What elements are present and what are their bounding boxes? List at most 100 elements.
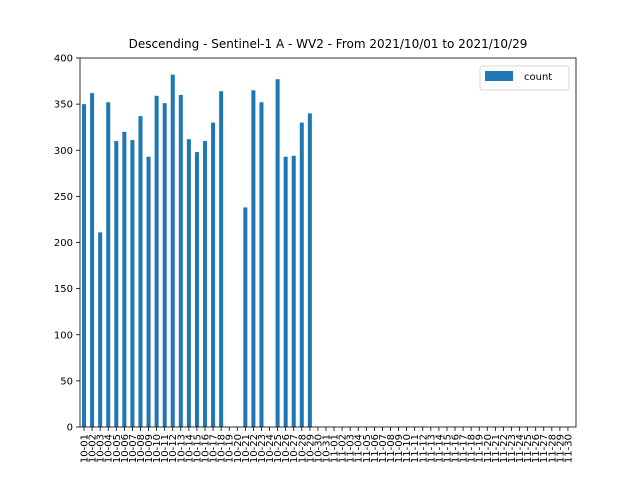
x-tick-label: 10-30: [313, 434, 324, 463]
x-tick-label: 11-21: [491, 434, 502, 463]
bar-10-27: [291, 155, 296, 428]
x-tick-label: 11-28: [547, 434, 558, 463]
x-tick-label: 10-09: [144, 434, 155, 463]
x-tick-label: 11-26: [531, 434, 542, 463]
x-tick-label: 10-11: [160, 434, 171, 463]
bars-group: [82, 74, 312, 428]
x-tick-label: 11-04: [354, 434, 365, 463]
x-tick-label: 11-29: [555, 434, 566, 463]
x-tick-label: 11-01: [330, 434, 341, 463]
legend: count: [479, 65, 570, 91]
bar-10-10: [154, 95, 159, 427]
y-tick-label: 0: [67, 423, 73, 434]
x-tick-label: 11-05: [362, 434, 373, 463]
x-tick-label: 10-02: [88, 434, 99, 463]
bar-10-14: [186, 139, 191, 427]
bar-10-01: [82, 104, 87, 428]
y-tick-label: 300: [54, 146, 73, 157]
bar-10-17: [211, 122, 216, 427]
x-tick-label: 11-20: [483, 434, 494, 463]
bar-10-05: [114, 141, 119, 427]
x-tick-label: 11-07: [378, 434, 389, 463]
x-tick-label: 11-25: [523, 434, 534, 463]
bar-10-29: [307, 113, 312, 427]
y-tick-label: 400: [54, 54, 73, 65]
bar-10-22: [251, 90, 256, 427]
x-tick-label: 10-27: [289, 434, 300, 463]
x-tick-label: 10-18: [217, 434, 228, 463]
bar-10-07: [130, 140, 135, 427]
x-tick-label: 10-10: [152, 434, 163, 463]
x-tick-label: 11-15: [442, 434, 453, 463]
bar-10-11: [162, 103, 167, 427]
x-tick-label: 10-14: [184, 434, 195, 463]
x-axis: 10-0110-0210-0310-0410-0510-0610-0710-08…: [80, 427, 574, 463]
x-tick-label: 10-01: [80, 434, 91, 463]
x-tick-label: 11-10: [402, 434, 413, 463]
legend-label: count: [524, 72, 552, 83]
x-tick-label: 11-03: [346, 434, 357, 463]
x-tick-label: 10-03: [96, 434, 107, 463]
x-tick-label: 10-24: [265, 434, 276, 463]
x-tick-label: 10-04: [104, 434, 115, 463]
y-tick-label: 200: [54, 238, 73, 249]
x-tick-label: 11-08: [386, 434, 397, 463]
bar-10-13: [178, 94, 183, 428]
x-tick-label: 10-31: [321, 434, 332, 463]
x-tick-label: 10-29: [305, 434, 316, 463]
x-tick-label: 10-05: [112, 434, 123, 463]
x-tick-label: 11-02: [338, 434, 349, 463]
x-tick-label: 10-17: [209, 434, 220, 463]
bar-10-12: [170, 74, 175, 428]
x-tick-label: 10-21: [241, 434, 252, 463]
bar-10-23: [259, 102, 264, 427]
x-tick-label: 10-22: [249, 434, 260, 463]
x-tick-label: 10-08: [136, 434, 147, 463]
x-tick-label: 11-30: [563, 434, 574, 463]
bar-10-26: [283, 156, 288, 427]
bar-10-08: [138, 116, 143, 428]
x-tick-label: 11-23: [507, 434, 518, 463]
x-tick-label: 10-23: [257, 434, 268, 463]
legend-swatch: [485, 71, 513, 81]
bar-10-02: [90, 93, 95, 427]
chart-title: Descending - Sentinel-1 A - WV2 - From 2…: [129, 37, 528, 51]
x-tick-label: 11-18: [467, 434, 478, 463]
x-tick-label: 10-28: [297, 434, 308, 463]
x-tick-label: 10-07: [128, 434, 139, 463]
x-tick-label: 10-25: [273, 434, 284, 463]
x-tick-label: 11-22: [499, 434, 510, 463]
bar-10-28: [299, 122, 304, 427]
x-tick-label: 10-15: [192, 434, 203, 463]
x-tick-label: 11-17: [459, 434, 470, 463]
bar-10-21: [243, 207, 248, 427]
x-tick-label: 11-27: [539, 434, 550, 463]
x-tick-label: 11-06: [370, 434, 381, 463]
x-tick-label: 11-13: [426, 434, 437, 463]
y-tick-label: 250: [54, 192, 73, 203]
bar-10-03: [98, 232, 103, 427]
y-tick-label: 50: [60, 376, 73, 387]
bar-10-16: [202, 141, 208, 427]
x-tick-label: 11-24: [515, 434, 526, 463]
x-tick-label: 11-12: [418, 434, 429, 463]
x-tick-label: 10-06: [120, 434, 131, 463]
x-tick-label: 10-12: [168, 434, 179, 463]
x-tick-label: 10-20: [233, 434, 244, 463]
x-tick-label: 10-19: [225, 434, 236, 463]
y-tick-label: 350: [54, 100, 73, 111]
y-axis: 0 50 100 150 200 250 300 350 400: [54, 54, 80, 434]
x-tick-label: 11-09: [394, 434, 405, 463]
bar-10-09: [146, 156, 151, 427]
bar-10-06: [122, 131, 127, 428]
y-tick-label: 150: [54, 284, 73, 295]
x-tick-label: 11-19: [475, 434, 486, 463]
x-tick-label: 10-16: [201, 434, 212, 463]
bar-10-15: [194, 152, 199, 427]
x-tick-label: 11-16: [451, 434, 462, 463]
x-tick-label: 11-14: [434, 434, 445, 463]
bar-10-25: [275, 79, 280, 427]
bar-10-04: [106, 102, 111, 427]
